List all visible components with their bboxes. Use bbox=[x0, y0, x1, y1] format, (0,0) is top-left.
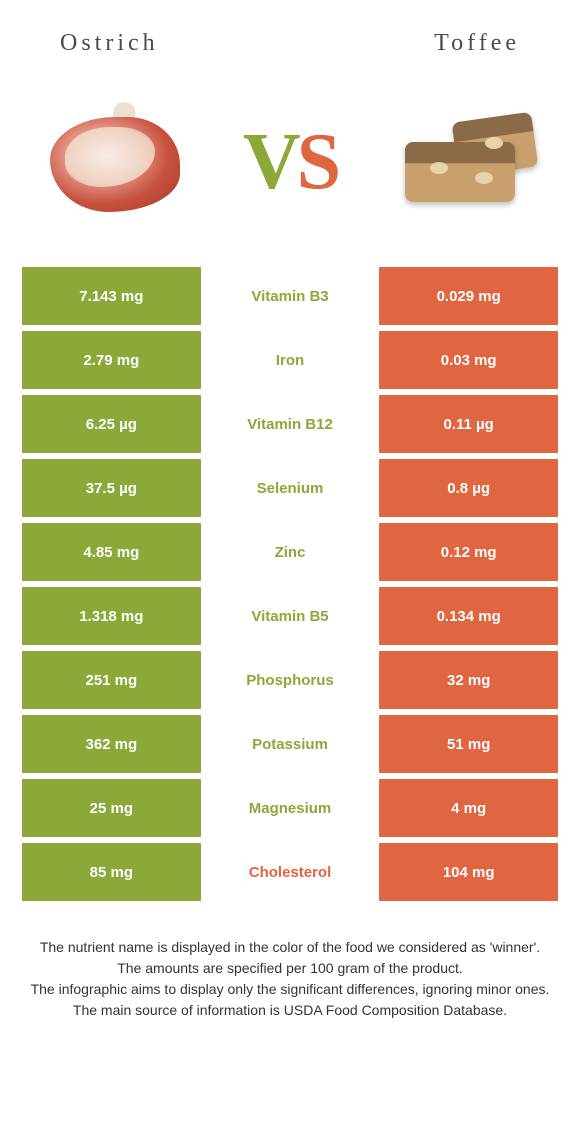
nutrient-table: 7.143 mgVitamin B30.029 mg2.79 mgIron0.0… bbox=[0, 267, 580, 901]
cell-left-value: 6.25 µg bbox=[22, 395, 201, 453]
ostrich-image bbox=[30, 87, 200, 237]
cell-right-value: 0.12 mg bbox=[379, 523, 558, 581]
vs-v: V bbox=[243, 117, 297, 208]
table-row: 2.79 mgIron0.03 mg bbox=[22, 331, 558, 389]
table-row: 85 mgCholesterol104 mg bbox=[22, 843, 558, 901]
cell-nutrient-name: Zinc bbox=[201, 523, 380, 581]
cell-nutrient-name: Vitamin B3 bbox=[201, 267, 380, 325]
vs-s: S bbox=[297, 117, 338, 208]
table-row: 6.25 µgVitamin B120.11 µg bbox=[22, 395, 558, 453]
toffee-image bbox=[380, 87, 550, 237]
cell-right-value: 0.8 µg bbox=[379, 459, 558, 517]
cell-left-value: 85 mg bbox=[22, 843, 201, 901]
table-row: 251 mgPhosphorus32 mg bbox=[22, 651, 558, 709]
header-row: Ostrich Toffee bbox=[0, 0, 580, 77]
cell-nutrient-name: Magnesium bbox=[201, 779, 380, 837]
table-row: 1.318 mgVitamin B50.134 mg bbox=[22, 587, 558, 645]
cell-left-value: 2.79 mg bbox=[22, 331, 201, 389]
cell-nutrient-name: Phosphorus bbox=[201, 651, 380, 709]
cell-nutrient-name: Vitamin B5 bbox=[201, 587, 380, 645]
cell-right-value: 51 mg bbox=[379, 715, 558, 773]
cell-left-value: 362 mg bbox=[22, 715, 201, 773]
table-row: 4.85 mgZinc0.12 mg bbox=[22, 523, 558, 581]
cell-left-value: 4.85 mg bbox=[22, 523, 201, 581]
table-row: 25 mgMagnesium4 mg bbox=[22, 779, 558, 837]
cell-right-value: 104 mg bbox=[379, 843, 558, 901]
cell-right-value: 0.029 mg bbox=[379, 267, 558, 325]
cell-nutrient-name: Potassium bbox=[201, 715, 380, 773]
cell-left-value: 37.5 µg bbox=[22, 459, 201, 517]
cell-nutrient-name: Iron bbox=[201, 331, 380, 389]
table-row: 362 mgPotassium51 mg bbox=[22, 715, 558, 773]
cell-right-value: 0.11 µg bbox=[379, 395, 558, 453]
table-row: 7.143 mgVitamin B30.029 mg bbox=[22, 267, 558, 325]
footer-line: The infographic aims to display only the… bbox=[30, 979, 550, 1000]
cell-nutrient-name: Vitamin B12 bbox=[201, 395, 380, 453]
cell-left-value: 7.143 mg bbox=[22, 267, 201, 325]
cell-left-value: 1.318 mg bbox=[22, 587, 201, 645]
header-left: Ostrich bbox=[60, 30, 159, 57]
footer-line: The nutrient name is displayed in the co… bbox=[30, 937, 550, 958]
cell-right-value: 32 mg bbox=[379, 651, 558, 709]
cell-right-value: 0.03 mg bbox=[379, 331, 558, 389]
hero-section: VS bbox=[0, 77, 580, 267]
vs-label: VS bbox=[243, 117, 337, 208]
cell-nutrient-name: Cholesterol bbox=[201, 843, 380, 901]
cell-right-value: 4 mg bbox=[379, 779, 558, 837]
table-row: 37.5 µgSelenium0.8 µg bbox=[22, 459, 558, 517]
cell-left-value: 25 mg bbox=[22, 779, 201, 837]
header-right: Toffee bbox=[434, 30, 520, 57]
footer-line: The amounts are specified per 100 gram o… bbox=[30, 958, 550, 979]
cell-right-value: 0.134 mg bbox=[379, 587, 558, 645]
footer-line: The main source of information is USDA F… bbox=[30, 1000, 550, 1021]
footer-text: The nutrient name is displayed in the co… bbox=[0, 907, 580, 1021]
cell-left-value: 251 mg bbox=[22, 651, 201, 709]
cell-nutrient-name: Selenium bbox=[201, 459, 380, 517]
